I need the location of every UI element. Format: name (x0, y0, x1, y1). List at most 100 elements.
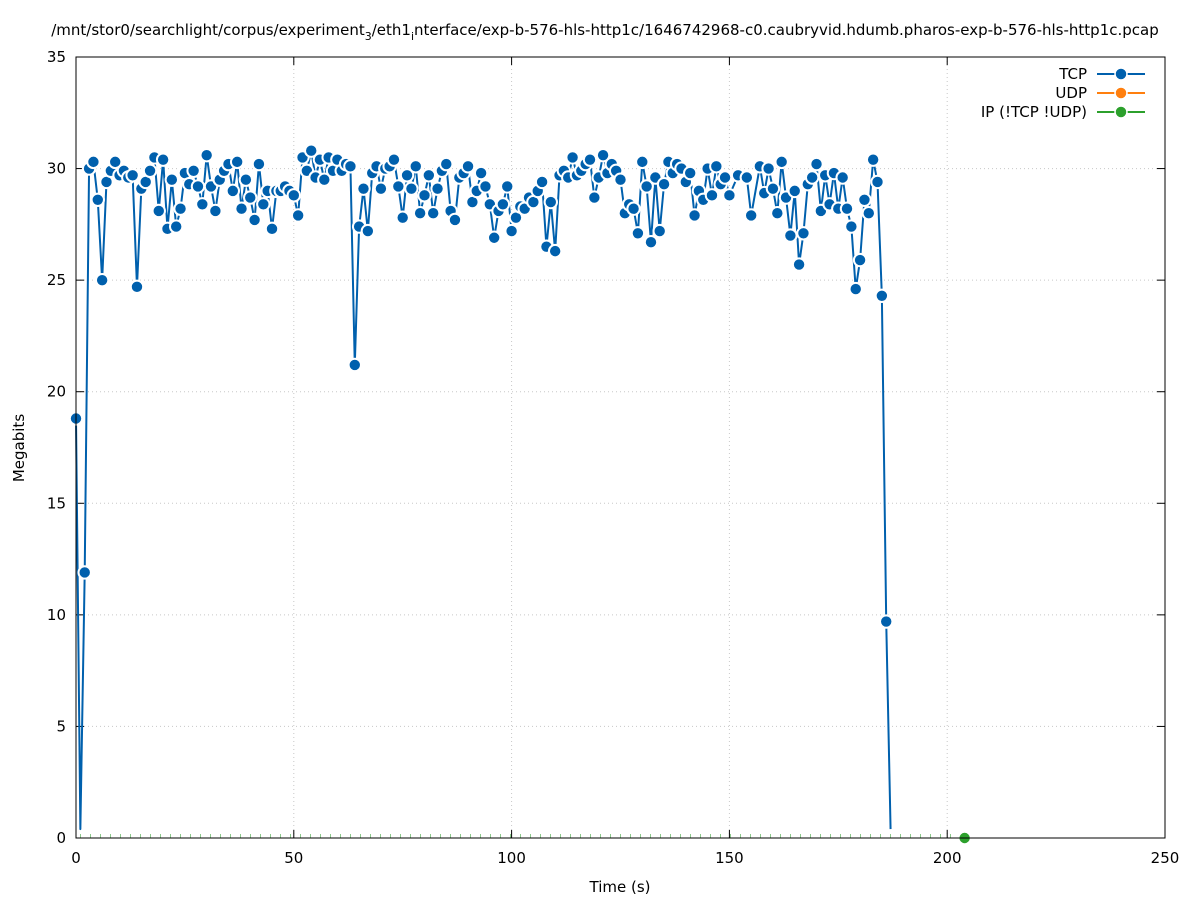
series-1-point (682, 165, 698, 181)
series-1-point (504, 223, 519, 239)
series-1-point (770, 206, 785, 221)
series-1-point (317, 172, 332, 187)
y-tick-label: 35 (47, 48, 66, 66)
series-1-point (304, 143, 319, 158)
series-1-point (386, 152, 402, 167)
x-tick-label: 200 (933, 849, 962, 867)
series-1-point (447, 212, 463, 228)
series-1-point (582, 152, 598, 167)
series-1-point (717, 170, 733, 185)
legend-marker (1114, 67, 1128, 81)
series-1-point (722, 188, 737, 203)
series-1-point (613, 172, 628, 187)
series-1-point (879, 614, 894, 629)
series-1-point (229, 154, 245, 170)
series-1-point (234, 201, 249, 216)
series-1-point (155, 152, 171, 167)
series-1-point (425, 206, 441, 221)
series-1-point (774, 154, 789, 170)
series-1-point (839, 201, 855, 216)
legend-marker (1114, 86, 1128, 100)
x-tick-label: 250 (1151, 849, 1180, 867)
series-1-point (630, 226, 646, 241)
series-1-point (173, 201, 188, 216)
series-1-point (439, 156, 454, 172)
series-lines (75, 149, 965, 838)
series-1-point (343, 159, 358, 174)
series-1-point (639, 179, 654, 194)
series-1-point (809, 156, 824, 172)
series-1-point (783, 228, 798, 243)
series-1-point (417, 188, 432, 203)
series-1-point (626, 201, 641, 216)
series-1-point (473, 165, 489, 181)
series-1-point (643, 235, 659, 250)
series-1-point (395, 210, 410, 225)
series-1-point (373, 181, 389, 196)
y-tick-label: 20 (47, 383, 66, 401)
series-1-point (787, 183, 802, 199)
series-1-point (90, 192, 105, 208)
series-1-point (796, 226, 811, 241)
series-1-point (356, 181, 371, 196)
series-1-point (835, 170, 850, 185)
legend-label: IP (!TCP !UDP) (981, 103, 1087, 121)
series-1-point (709, 159, 724, 174)
series-1-point (199, 147, 214, 163)
series-1-point (791, 257, 807, 272)
x-tick-label: 150 (715, 849, 744, 867)
x-tick-label: 0 (71, 849, 81, 867)
series-1-point (151, 203, 166, 219)
series-1-point (460, 159, 476, 174)
series-1-point (486, 230, 502, 245)
series-1-point (852, 252, 868, 268)
series-1-point (656, 176, 672, 192)
legend-label: TCP (1058, 65, 1087, 83)
series-1-point (391, 179, 406, 194)
y-tick-label: 5 (56, 717, 66, 735)
series-1-point (243, 190, 258, 205)
series-1-point (290, 208, 306, 223)
series-1-point (587, 190, 602, 205)
series-1-point (225, 183, 241, 199)
series-1-point (412, 206, 428, 221)
series-1-point (164, 172, 180, 187)
series-1-point (804, 170, 820, 185)
series-1-point (251, 156, 267, 172)
series-1-point (399, 168, 415, 183)
series-1-point (534, 174, 550, 190)
series-1-point (142, 163, 158, 179)
plot-frame (75, 56, 1166, 839)
series-1-point (870, 174, 885, 190)
chart-title: /mnt/stor0/searchlight/corpus/experiment… (51, 21, 1159, 43)
x-axis-label: Time (s) (589, 878, 651, 896)
series-1-point (264, 221, 280, 237)
series-1-point (186, 163, 201, 179)
y-axis-label: Megabits (10, 414, 28, 482)
series-1-point (347, 357, 362, 373)
series-1-point (704, 188, 720, 203)
series-1-point (360, 223, 376, 239)
series-1-point (874, 288, 890, 303)
series-1-point (861, 206, 876, 221)
x-tick-label: 50 (284, 849, 303, 867)
series-1-line (75, 149, 892, 831)
tick-labels: 0 5 10 15 20 25 30 35 0 50 100 150 200 250 (47, 48, 1179, 867)
series-1-point (565, 150, 580, 165)
series-1-point (190, 179, 206, 194)
series-1-point (743, 208, 759, 223)
series-1-point (430, 181, 445, 196)
series-1-point (495, 197, 511, 212)
series-1-point (421, 168, 437, 183)
series-1-point (500, 179, 515, 194)
series-1-point (404, 181, 419, 196)
y-tick-label: 10 (47, 606, 66, 624)
legend-label: UDP (1055, 84, 1087, 102)
series-1-point (129, 279, 145, 295)
series-1-point (635, 154, 650, 170)
series-1-point (844, 219, 859, 234)
y-tick-label: 15 (47, 494, 66, 512)
series-1-point (125, 168, 140, 183)
series-1-point (108, 154, 123, 170)
